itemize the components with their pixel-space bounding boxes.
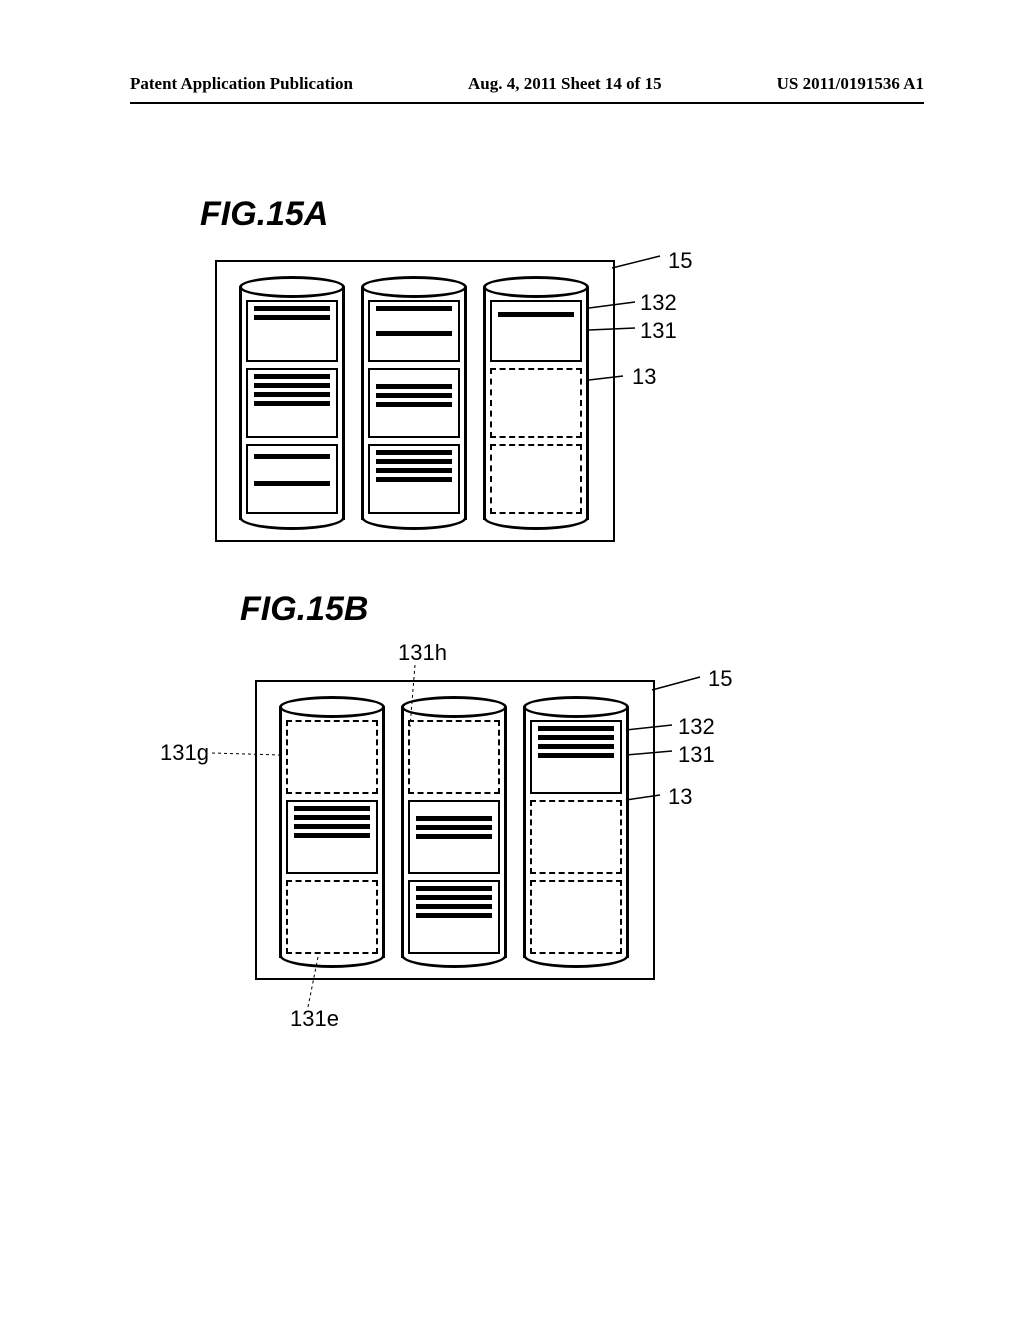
ref-131e: 131e <box>290 1006 339 1032</box>
header-rule <box>130 102 924 104</box>
ref-131g: 131g <box>160 740 209 766</box>
ref-15b: 15 <box>708 666 732 692</box>
ref-131h: 131h <box>398 640 447 666</box>
figure-label-15a: FIG.15A <box>200 195 328 234</box>
ref-132: 132 <box>640 290 677 316</box>
ref-13b: 13 <box>668 784 692 810</box>
leaders-15a <box>215 260 685 560</box>
header-left: Patent Application Publication <box>130 74 353 94</box>
ref-131: 131 <box>640 318 677 344</box>
patent-page: Patent Application Publication Aug. 4, 2… <box>0 0 1024 1320</box>
ref-131b: 131 <box>678 742 715 768</box>
ref-13: 13 <box>632 364 656 390</box>
page-header: Patent Application Publication Aug. 4, 2… <box>130 74 924 94</box>
figure-label-15b: FIG.15B <box>240 590 368 629</box>
ref-15: 15 <box>668 248 692 274</box>
ref-132b: 132 <box>678 714 715 740</box>
leaders-15b <box>160 635 760 1055</box>
header-right: US 2011/0191536 A1 <box>777 74 924 94</box>
header-center: Aug. 4, 2011 Sheet 14 of 15 <box>468 74 662 94</box>
